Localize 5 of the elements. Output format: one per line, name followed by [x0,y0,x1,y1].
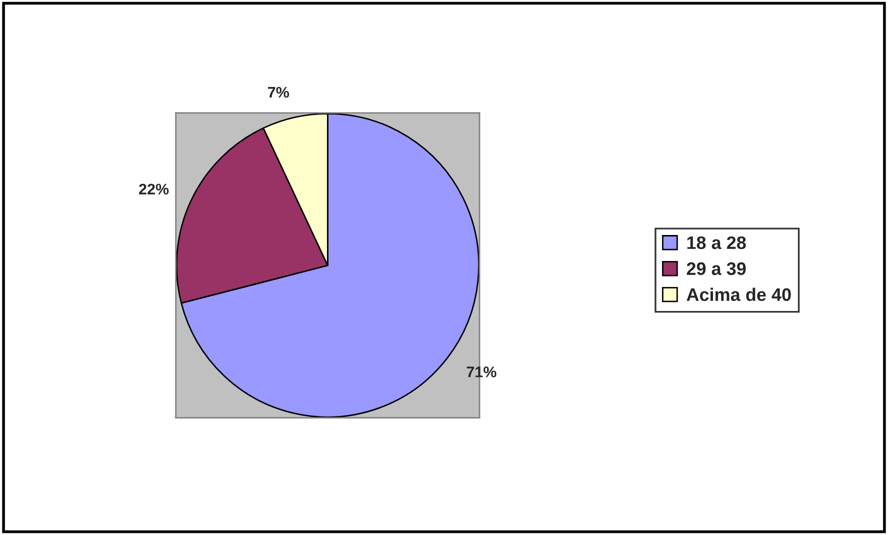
legend-label: Acima de 40 [686,288,791,302]
data-label: 7% [268,86,290,98]
legend-label: 18 a 28 [687,236,746,250]
data-label: 22% [139,184,169,194]
legend-label: 29 a 39 [686,262,746,276]
